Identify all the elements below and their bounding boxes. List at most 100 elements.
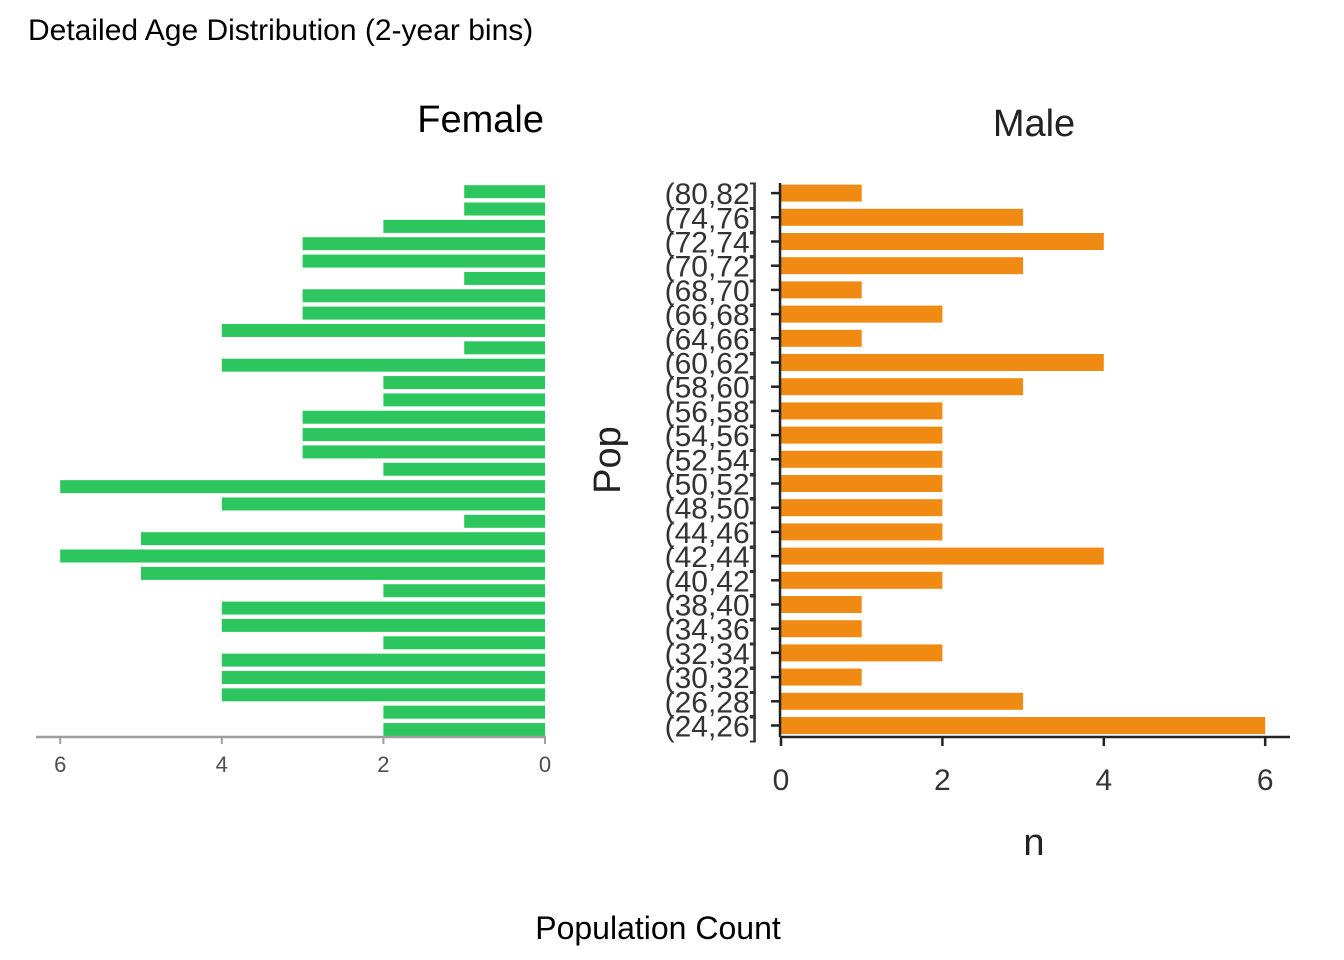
- male-x-tick-label: 0: [773, 764, 790, 797]
- female-bar: [221, 618, 546, 632]
- male-bar: [781, 257, 1024, 275]
- female-x-tick-label: 4: [216, 752, 228, 777]
- female-bar: [302, 289, 545, 303]
- female-bar: [60, 480, 545, 494]
- female-bar: [383, 393, 545, 407]
- male-x-tick-label: 6: [1257, 764, 1274, 797]
- male-y-tick-label: (54,56]: [665, 420, 758, 453]
- male-bar: [781, 426, 943, 444]
- male-y-tick-label: (72,74]: [665, 227, 758, 260]
- male-bar: [781, 378, 1024, 396]
- male-bar: [781, 281, 862, 299]
- male-bar: [781, 208, 1024, 226]
- female-panel-title: Female: [417, 99, 544, 141]
- male-x-ticks: 0 2 4 6: [773, 737, 1274, 797]
- female-bar: [221, 653, 546, 667]
- chart-title: Detailed Age Distribution (2-year bins): [28, 14, 533, 47]
- female-bar: [302, 254, 545, 268]
- female-bar: [141, 566, 545, 580]
- female-x-tick-label: 0: [539, 752, 551, 777]
- female-bar: [383, 636, 545, 650]
- female-bar: [302, 237, 545, 251]
- male-x-tick-label: 4: [1095, 764, 1112, 797]
- male-bar: [781, 305, 943, 323]
- male-x-axis-label: n: [1023, 822, 1044, 864]
- male-bar: [781, 184, 862, 202]
- female-x-tick-label: 6: [54, 752, 66, 777]
- male-y-tick-label: (40,42]: [665, 565, 758, 598]
- male-bar: [781, 692, 1024, 710]
- male-y-tick-label: (52,54]: [665, 444, 758, 477]
- female-bar: [383, 723, 545, 737]
- male-y-tick-label: (42,44]: [665, 541, 758, 574]
- female-bar: [383, 584, 545, 598]
- female-bar: [464, 202, 545, 216]
- male-bar: [781, 329, 862, 347]
- male-y-tick-label: (48,50]: [665, 493, 758, 526]
- male-y-tick-label: (38,40]: [665, 590, 758, 623]
- female-bar: [221, 670, 546, 684]
- female-bar: [221, 323, 546, 337]
- male-y-categories: (80,82](74,76](72,74](70,72](68,70](66,6…: [665, 178, 780, 744]
- male-bar: [781, 668, 862, 686]
- female-bar: [302, 445, 545, 459]
- male-y-tick-label: (32,34]: [665, 638, 758, 671]
- male-y-tick-label: (44,46]: [665, 517, 758, 550]
- male-bars: [781, 184, 1266, 734]
- male-bar: [781, 547, 1104, 565]
- female-bar: [221, 358, 546, 372]
- female-bar: [60, 549, 545, 563]
- female-bar: [383, 219, 545, 233]
- female-bar: [141, 532, 545, 546]
- male-y-tick-label: (56,58]: [665, 396, 758, 429]
- male-y-tick-label: (60,62]: [665, 348, 758, 381]
- male-bar: [781, 523, 943, 541]
- female-bar: [383, 462, 545, 476]
- female-bar: [221, 497, 546, 511]
- male-y-tick-label: (58,60]: [665, 372, 758, 405]
- male-y-tick-label: (66,68]: [665, 299, 758, 332]
- female-bar: [302, 410, 545, 424]
- male-y-tick-label: (24,26]: [665, 711, 758, 744]
- female-bar: [221, 688, 546, 702]
- male-panel: Male (80,82](74,76](72,74](70,72](68,70]…: [587, 103, 1290, 864]
- female-x-ticks: 6 4 2 0: [54, 737, 551, 777]
- female-bar: [383, 705, 545, 719]
- male-x-tick-label: 2: [934, 764, 951, 797]
- female-x-tick-label: 2: [377, 752, 389, 777]
- male-bar: [781, 475, 943, 492]
- male-bar: [781, 571, 943, 589]
- male-bar: [781, 596, 862, 613]
- female-bar: [302, 306, 545, 320]
- female-panel: Female 6 4 2 0: [36, 99, 551, 777]
- male-bar: [781, 644, 943, 662]
- x-axis-label: Population Count: [535, 910, 781, 946]
- male-y-tick-label: (70,72]: [665, 251, 758, 284]
- female-bars: [60, 185, 546, 737]
- female-bar: [383, 376, 545, 390]
- male-y-tick-label: (34,36]: [665, 614, 758, 647]
- male-bar: [781, 354, 1104, 371]
- male-y-tick-label: (80,82]: [665, 178, 758, 211]
- male-y-tick-label: (50,52]: [665, 469, 758, 502]
- female-bar: [464, 271, 545, 285]
- male-bar: [781, 233, 1104, 250]
- female-bar: [464, 185, 545, 199]
- male-y-tick-label: (74,76]: [665, 202, 758, 235]
- male-bar: [781, 450, 943, 468]
- male-y-axis-label: Pop: [587, 426, 629, 494]
- male-y-tick-label: (26,28]: [665, 686, 758, 719]
- male-panel-title: Male: [993, 103, 1075, 145]
- male-y-tick-label: (30,32]: [665, 662, 758, 695]
- female-bar: [221, 601, 546, 615]
- female-bar: [464, 514, 545, 528]
- female-bar: [464, 341, 545, 355]
- male-bar: [781, 402, 943, 420]
- male-bar: [781, 499, 943, 517]
- male-bar: [781, 717, 1266, 734]
- female-bar: [302, 428, 545, 442]
- male-y-tick-label: (68,70]: [665, 275, 758, 308]
- male-y-tick-label: (64,66]: [665, 323, 758, 356]
- male-bar: [781, 620, 862, 638]
